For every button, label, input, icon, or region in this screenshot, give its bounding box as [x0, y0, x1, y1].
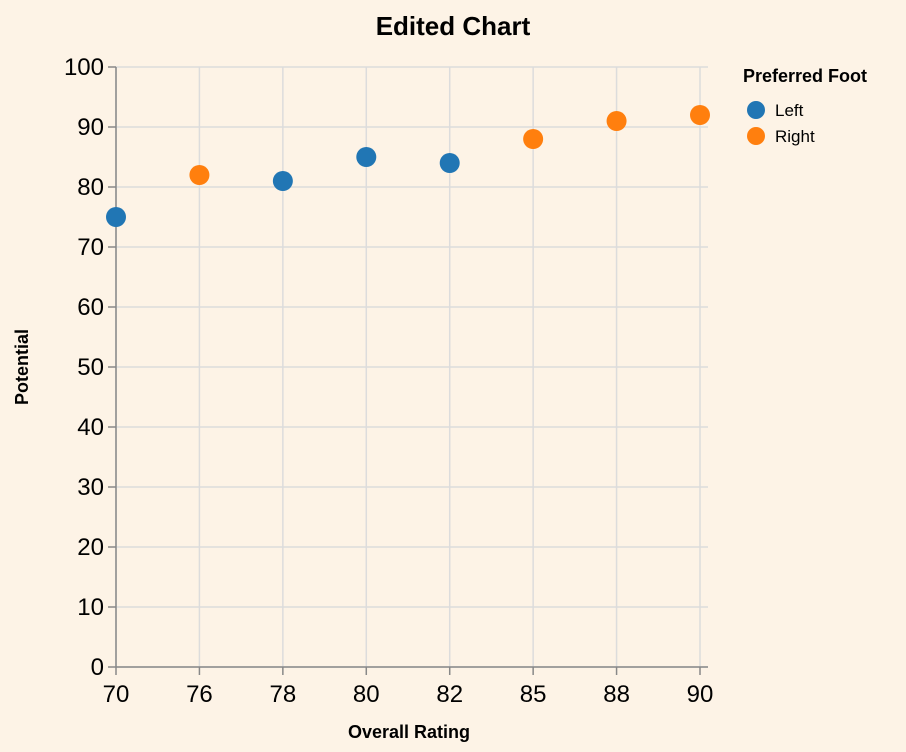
data-point-right-76[interactable]: [189, 165, 210, 185]
legend-title: Preferred Foot: [743, 66, 867, 86]
x-tick-label: 70: [103, 681, 130, 708]
legend-swatch-left: [747, 101, 765, 119]
y-tick-label: 60: [77, 294, 104, 321]
chart-title: Edited Chart: [376, 11, 531, 41]
y-axis-title: Potential: [12, 329, 32, 405]
x-tick-label: 90: [687, 681, 714, 708]
legend-entries: Left Right: [747, 101, 815, 146]
y-tick-label: 100: [64, 54, 104, 81]
legend-swatch-right: [747, 127, 765, 145]
y-tick-label: 30: [77, 474, 104, 501]
data-point-left-80[interactable]: [356, 147, 377, 167]
data-point-left-82[interactable]: [439, 153, 460, 173]
y-tick-label: 90: [77, 114, 104, 141]
grid-layer: [115, 66, 708, 668]
y-tick-label: 70: [77, 234, 104, 261]
y-tick-label: 40: [77, 414, 104, 441]
x-tick-label: 76: [186, 681, 213, 708]
points-layer: [106, 105, 710, 227]
x-tick-label: 88: [603, 681, 630, 708]
x-axis-title: Overall Rating: [348, 722, 470, 742]
data-point-right-88[interactable]: [606, 111, 627, 131]
x-tick-label: 85: [520, 681, 547, 708]
axis-layer: 0 10 20 30 40 50 60 70 80 90 100 70 76 78 80 82 85 88 90: [64, 54, 713, 708]
data-point-left-78[interactable]: [272, 171, 293, 191]
y-tick-label: 20: [77, 534, 104, 561]
x-tick-label: 78: [270, 681, 297, 708]
x-tick-label: 80: [353, 681, 380, 708]
legend-label-right: Right: [775, 127, 815, 146]
data-point-right-90[interactable]: [690, 105, 710, 125]
y-tick-label: 50: [77, 354, 104, 381]
y-tick-label: 0: [91, 654, 104, 681]
y-tick-label: 10: [77, 594, 104, 621]
x-tick-label: 82: [436, 681, 463, 708]
y-tick-label: 80: [77, 174, 104, 201]
legend: Preferred Foot Left Right: [743, 66, 867, 146]
data-point-left-70[interactable]: [106, 207, 126, 227]
legend-label-left: Left: [775, 101, 804, 120]
data-point-right-85[interactable]: [523, 129, 544, 149]
